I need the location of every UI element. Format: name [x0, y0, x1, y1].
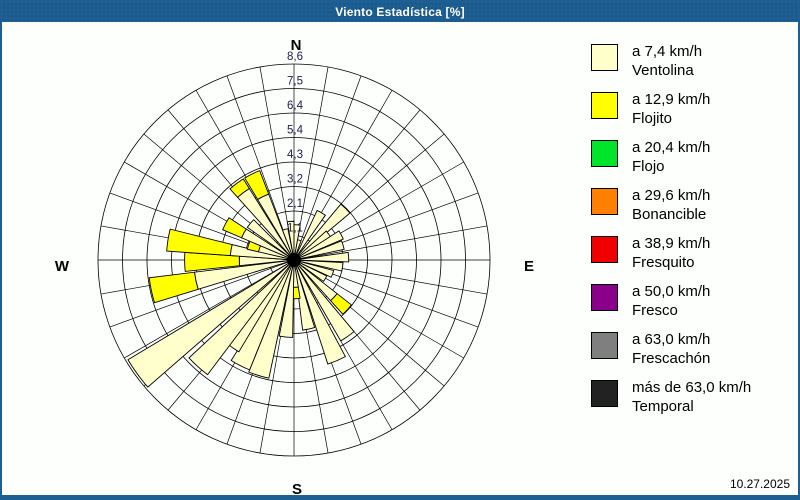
wind-petal-ventolina: [293, 259, 328, 283]
window-titlebar[interactable]: Viento Estadística [%]: [2, 2, 798, 22]
legend-item-ventolina: a 7,4 km/h Ventolina: [591, 43, 703, 80]
wind-petal-ventolina: [248, 259, 295, 379]
grid-spoke: [109, 259, 295, 328]
legend-label: a 63,0 km/h Frescachón: [632, 331, 711, 367]
bottom-border: [2, 495, 798, 498]
legend-label: a 7,4 km/h Ventolina: [632, 43, 703, 79]
ring-label: 8,6: [287, 51, 303, 63]
wind-petal-ventolina: [293, 230, 344, 261]
legend-label: a 12,9 km/h Flojito: [632, 91, 711, 127]
grid-spoke: [124, 259, 295, 359]
legend-swatch: [591, 380, 618, 407]
wind-petal-ventolina: [293, 259, 355, 342]
legend-item-temporal: más de 63,0 km/h Temporal: [591, 379, 752, 416]
legend-swatch: [591, 188, 618, 215]
wind-petal-ventolina: [127, 259, 295, 388]
ring-label: 3,2: [287, 174, 303, 186]
wind-petal-flojito: [166, 228, 233, 257]
compass-south-label: S: [292, 481, 302, 497]
grid-spoke: [293, 75, 362, 261]
ring-label: 5,4: [287, 125, 304, 137]
wind-petal-ventolina: [293, 259, 346, 365]
grid-spoke: [293, 225, 488, 261]
wind-petal-flojito: [229, 178, 250, 198]
ring-label: 6,4: [287, 100, 304, 112]
wind-petal-ventolina: [293, 203, 351, 261]
legend-swatch: [591, 284, 618, 311]
legend-label: a 20,4 km/h Flojo: [632, 139, 711, 175]
legend-swatch: [591, 44, 618, 71]
wind-petal-ventolina: [293, 209, 326, 261]
window-title: Viento Estadística [%]: [335, 5, 465, 19]
wind-petal-ventolina: [293, 259, 316, 331]
wind-petal-flojito: [329, 293, 353, 315]
wind-petal-flojito: [244, 170, 270, 201]
legend-label: a 38,9 km/h Fresquito: [632, 235, 711, 271]
legend-swatch: [591, 236, 618, 263]
wind-petal-ventolina: [293, 259, 344, 272]
compass-west-label: W: [55, 258, 70, 275]
ring-label: 7,5: [287, 76, 303, 88]
chart-panel: 1,1 2,1 3,2 4,3 5,4 6,4 7,5 8,6 N S W E a 7,4 km/h V…: [2, 22, 798, 498]
ring-label: 2,1: [287, 198, 303, 210]
legend-item-flojito: a 12,9 km/h Flojito: [591, 91, 711, 128]
legend-item-bonancible: a 29,6 km/h Bonancible: [591, 187, 711, 224]
legend-swatch: [591, 140, 618, 167]
wind-petal-flojito: [222, 217, 247, 239]
ring-label: 1,1: [287, 223, 303, 235]
wind-petal-ventolina: [246, 219, 295, 261]
compass-east-label: E: [524, 258, 534, 275]
ring-label: 4,3: [287, 149, 303, 161]
legend-swatch: [591, 332, 618, 359]
legend-label: a 50,0 km/h Fresco: [632, 283, 711, 319]
legend-swatch: [591, 92, 618, 119]
wind-petal-ventolina: [188, 259, 295, 376]
legend-item-fresco: a 50,0 km/h Fresco: [591, 283, 711, 320]
legend-label: a 29,6 km/h Bonancible: [632, 187, 711, 223]
compass-north-label: N: [291, 37, 302, 54]
date-label: 10.27.2025: [729, 477, 790, 491]
wind-petal-ventolina: [281, 228, 295, 261]
rose-center-hub: [287, 253, 301, 267]
wind-petal-flojito: [148, 271, 199, 304]
wind-petal-ventolina: [293, 251, 350, 263]
legend-item-flojo: a 20,4 km/h Flojo: [591, 139, 711, 176]
wind-petal-ventolina: [230, 259, 295, 371]
legend-label: más de 63,0 km/h Temporal: [632, 379, 752, 415]
legend-item-fresquito: a 38,9 km/h Fresquito: [591, 235, 711, 272]
legend-item-frescach-n: a 63,0 km/h Frescachón: [591, 331, 711, 368]
grid-spoke: [226, 75, 295, 261]
wind-rose-chart: 1,1 2,1 3,2 4,3 5,4 6,4 7,5 8,6N S W E: [55, 37, 534, 497]
wind-petal-ventolina: [293, 240, 345, 261]
